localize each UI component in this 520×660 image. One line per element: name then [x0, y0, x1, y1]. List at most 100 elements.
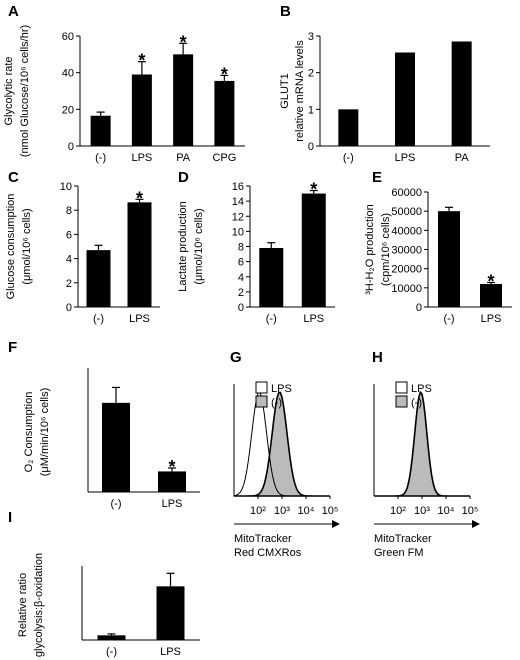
x-axis-label: Green FM: [374, 547, 424, 559]
y-tick-label: 3: [308, 31, 314, 43]
y-tick-label: 6: [238, 257, 244, 269]
y-tick-label: 10: [60, 181, 72, 193]
panel-d: D 0 2 4 6 8 10 12 14 16 Lactate production (μmol/10…: [177, 169, 335, 325]
x-tick-label: LPS: [303, 313, 324, 325]
panel-c: C 0 2 4 6 8 10 Glucose consumption (μmol/10⁶ cel…: [5, 169, 160, 325]
x-tick-label: PA: [455, 152, 470, 164]
panel-f: F O₂ Consumption (μM/min/10⁶ cells) (-) * LPS: [8, 339, 200, 510]
x-tick-label: PA: [176, 152, 191, 164]
legend-label: (-): [411, 397, 422, 409]
panel-letter-h: H: [372, 349, 383, 366]
bar: [395, 52, 415, 146]
y-tick-label: 0: [66, 302, 72, 314]
x-axis-label: Red CMXRos: [234, 547, 302, 559]
x-tick-label: 10²: [250, 505, 266, 517]
y-tick-label: 0: [416, 302, 422, 314]
bar: [131, 74, 152, 146]
y-tick-label: 14: [232, 196, 244, 208]
y-tick-label: 30000: [391, 245, 422, 257]
y-tick-label: 10: [232, 226, 244, 238]
x-tick-label: LPS: [160, 646, 181, 658]
x-tick-label: (-): [343, 152, 354, 164]
panel-letter-b: B: [280, 3, 291, 20]
x-tick-label: 10³: [274, 505, 290, 517]
bar: [102, 402, 130, 492]
histogram-control: [374, 390, 470, 497]
y-tick-label: 20000: [391, 264, 422, 276]
bar: [301, 193, 326, 307]
bar: [438, 211, 460, 307]
panel-h: H 10² 10³ 10⁴ 10⁵ MitoTracker Green FM LPS (-): [372, 349, 480, 559]
y-tick-label: 20: [62, 104, 74, 116]
panel-letter-a: A: [8, 3, 19, 20]
y-axis-label: relative mRNA levels: [294, 40, 306, 142]
x-tick-label: (-): [93, 313, 104, 325]
significance-star: *: [487, 271, 494, 291]
x-tick-label: LPS: [162, 498, 183, 510]
x-arrow-head: [472, 520, 480, 528]
bar: [127, 202, 152, 307]
panel-e: E 0 10000 20000 30000 40000 50000 60000 ³H-H₂O p…: [364, 169, 512, 325]
y-tick-label: 10000: [391, 283, 422, 295]
bar: [156, 586, 185, 640]
y-tick-label: 40: [62, 68, 74, 80]
y-axis-label: Glucose consumption: [5, 194, 17, 300]
y-tick-label: 12: [232, 211, 244, 223]
bar: [173, 54, 194, 147]
x-tick-label: (-): [111, 498, 122, 510]
y-axis-label: ³H-H₂O production: [364, 204, 376, 294]
y-tick-label: 2: [308, 68, 314, 80]
y-axis-label: O₂ Consumption: [23, 392, 35, 473]
y-tick-label: 1: [308, 104, 314, 116]
bar: [90, 115, 111, 146]
legend-swatch: [395, 395, 408, 408]
y-tick-label: 0: [238, 302, 244, 314]
bar: [86, 250, 111, 307]
significance-star: *: [221, 64, 228, 84]
bar: [451, 41, 472, 146]
y-axis-label: Glycolytic rate: [3, 56, 15, 125]
bar: [214, 80, 235, 146]
y-tick-label: 50000: [391, 206, 422, 218]
legend-swatch: [255, 395, 268, 408]
x-tick-label: (-): [106, 646, 117, 658]
y-axis-label: Lactate production: [177, 201, 189, 292]
panel-b: B 0 1 2 3 GLUT1 relative mRNA levels (-) LPS PA: [279, 3, 490, 164]
significance-star: *: [180, 32, 187, 52]
y-tick-label: 60: [62, 31, 74, 43]
x-tick-label: 10²: [390, 505, 406, 517]
x-tick-label: (-): [95, 152, 106, 164]
panel-letter-d: D: [178, 169, 189, 186]
y-axis-label: (nmol Glucose/10⁶ cells/hr): [19, 25, 31, 157]
x-axis-label: MitoTracker: [374, 533, 432, 545]
bar: [259, 248, 284, 307]
y-tick-label: 40000: [391, 225, 422, 237]
x-tick-label: 10⁵: [462, 505, 479, 517]
y-tick-label: 8: [238, 242, 244, 254]
panel-letter-g: G: [230, 349, 242, 366]
legend-label: LPS: [411, 383, 432, 395]
significance-star: *: [138, 51, 145, 71]
x-arrow-head: [332, 520, 340, 528]
x-tick-label: 10³: [414, 505, 430, 517]
significance-star: *: [310, 180, 317, 200]
histogram-control: [234, 391, 330, 497]
panel-a: A 0 20 40 60 Glycolytic rate (nmol Glucose/10⁶…: [3, 3, 245, 164]
y-axis-label: glycolysis:β-oxidation: [33, 553, 45, 657]
x-tick-label: 10⁴: [298, 505, 315, 517]
bar: [158, 471, 186, 492]
panel-i: I Relative ratio glycolysis:β-oxidation (-)…: [8, 509, 200, 658]
x-axis-label: MitoTracker: [234, 533, 292, 545]
y-tick-label: 8: [66, 205, 72, 217]
x-tick-label: 10⁵: [322, 505, 339, 517]
legend-swatch: [395, 381, 408, 394]
x-tick-label: LPS: [481, 313, 502, 325]
y-tick-label: 16: [232, 181, 244, 193]
panel-letter-i: I: [8, 509, 12, 526]
y-axis-label: (μM/min/10⁶ cells): [39, 388, 51, 477]
x-tick-label: 10⁴: [438, 505, 455, 517]
panel-letter-c: C: [8, 169, 19, 186]
x-tick-label: LPS: [395, 152, 416, 164]
y-tick-label: 6: [66, 229, 72, 241]
bar: [338, 109, 359, 146]
